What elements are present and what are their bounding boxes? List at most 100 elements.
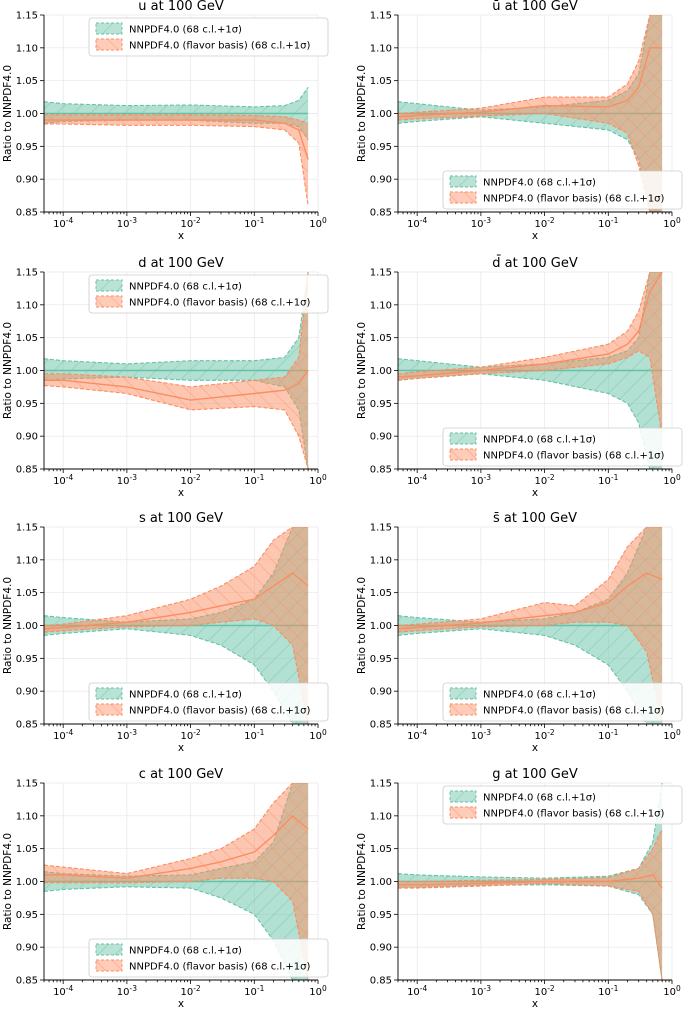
band-upper-edge-series-2 (44, 783, 309, 875)
legend: NNPDF4.0 (68 c.l.+1σ) NNPDF4.0 (flavor ba… (442, 170, 683, 210)
x-tick-label: 100 (309, 473, 327, 487)
central-line-series-2 (44, 814, 309, 879)
subplot-title: u at 100 GeV (138, 0, 224, 14)
y-tick-label: 1.05 (16, 333, 38, 344)
legend-frame (442, 682, 683, 722)
x-tick-label: 100 (663, 216, 681, 230)
y-tick-label: 0.85 (16, 720, 38, 731)
y-tick-label: 0.85 (370, 720, 392, 731)
legend-label-series-2: NNPDF4.0 (flavor basis) (68 c.l.+1σ) (483, 194, 664, 205)
central-line-series-2 (398, 572, 663, 630)
y-tick-label: 1.10 (16, 811, 38, 822)
x-tick-label: 10-2 (534, 473, 554, 487)
subplot-4: 0.85 0.90 0.95 1.00 1.05 1.10 1.15 10-4 10-3 10-2… (356, 256, 683, 499)
y-axis-label: Ratio to NNPDF4.0 (356, 833, 368, 930)
x-tick-label: 10-2 (180, 984, 200, 998)
y-tick-label: 0.95 (16, 399, 38, 410)
y-tick-label: 1.05 (370, 76, 392, 87)
subplot-title: s at 100 GeV (139, 511, 223, 526)
legend: NNPDF4.0 (68 c.l.+1σ) NNPDF4.0 (flavor ba… (442, 785, 683, 825)
x-tick-label: 10-3 (471, 216, 491, 230)
y-tick-label: 1.00 (16, 621, 38, 632)
x-axis-label: x (532, 998, 538, 1009)
x-axis-label: x (532, 487, 538, 499)
legend-label-series-1: NNPDF4.0 (68 c.l.+1σ) (129, 282, 242, 293)
subplot-title: c at 100 GeV (139, 767, 223, 782)
central-line-series-2 (398, 272, 663, 378)
x-tick-label: 100 (663, 728, 681, 742)
y-tick-label: 1.10 (370, 43, 392, 54)
band-upper-edge-series-2 (398, 15, 663, 115)
legend-swatch-hatch-series-1 (96, 280, 122, 291)
y-tick-label: 0.90 (16, 687, 38, 698)
y-tick-label: 0.90 (16, 432, 38, 443)
x-tick-label: 10-3 (471, 728, 491, 742)
legend-swatch-hatch-series-1 (96, 688, 122, 699)
x-tick-label: 10-4 (53, 473, 73, 487)
x-tick-label: 10-1 (598, 728, 618, 742)
y-tick-label: 1.05 (16, 588, 38, 599)
legend-label-series-2: NNPDF4.0 (flavor basis) (68 c.l.+1σ) (129, 41, 310, 52)
y-axis-label: Ratio to NNPDF4.0 (356, 322, 368, 419)
legend-swatch-hatch-series-2 (450, 449, 476, 460)
y-tick-label: 1.00 (370, 366, 392, 377)
legend-label-series-2: NNPDF4.0 (flavor basis) (68 c.l.+1σ) (129, 706, 310, 717)
legend-label-series-2: NNPDF4.0 (flavor basis) (68 c.l.+1σ) (129, 298, 310, 309)
legend-label-series-1: NNPDF4.0 (68 c.l.+1σ) (129, 946, 242, 957)
x-tick-label: 10-2 (180, 473, 200, 487)
x-tick-label: 10-1 (598, 473, 618, 487)
y-tick-label: 1.15 (370, 268, 392, 279)
bands (398, 527, 663, 724)
legend-swatch-hatch-series-1 (450, 176, 476, 187)
y-tick-label: 0.90 (370, 687, 392, 698)
y-tick-label: 0.85 (16, 976, 38, 987)
band-upper-edge-series-2 (398, 272, 663, 375)
x-tick-label: 10-4 (53, 216, 73, 230)
legend-swatch-hatch-series-2 (450, 704, 476, 715)
y-tick-label: 1.15 (16, 11, 38, 22)
band-upper-edge-series-2 (398, 527, 663, 627)
subplot-8: 0.85 0.90 0.95 1.00 1.05 1.10 1.15 10-4 10-3 10-2… (356, 767, 683, 1009)
band-lower-edge-series-2 (398, 350, 663, 437)
y-tick-label: 1.00 (370, 877, 392, 888)
legend-label-series-1: NNPDF4.0 (68 c.l.+1σ) (129, 25, 242, 36)
x-tick-label: 10-2 (534, 728, 554, 742)
subplot-7: 0.85 0.90 0.95 1.00 1.05 1.10 1.15 10-4 10-3 10-2… (2, 767, 329, 1009)
x-tick-label: 10-3 (117, 216, 137, 230)
subplot-title: d at 100 GeV (138, 256, 224, 271)
band-lower-edge-series-2 (44, 385, 309, 469)
y-tick-label: 1.00 (16, 109, 38, 120)
x-tick-label: 10-4 (407, 216, 427, 230)
legend-swatch-hatch-series-2 (96, 960, 122, 971)
y-tick-label: 1.15 (370, 779, 392, 790)
x-tick-label: 100 (663, 984, 681, 998)
y-tick-label: 0.95 (16, 142, 38, 153)
x-tick-label: 10-1 (598, 984, 618, 998)
y-tick-label: 0.95 (370, 399, 392, 410)
y-tick-label: 0.90 (16, 175, 38, 186)
x-tick-label: 10-2 (180, 216, 200, 230)
central-line-series-2 (44, 119, 309, 160)
x-tick-label: 10-3 (117, 984, 137, 998)
y-tick-label: 1.15 (16, 268, 38, 279)
y-tick-label: 1.00 (16, 366, 38, 377)
x-tick-label: 100 (663, 473, 681, 487)
central-line-series-2 (44, 370, 309, 401)
legend-label-series-1: NNPDF4.0 (68 c.l.+1σ) (483, 178, 596, 189)
bands (44, 272, 309, 469)
central-line-series-2 (398, 874, 663, 889)
y-tick-label: 0.95 (16, 654, 38, 665)
legend-swatch-hatch-series-2 (96, 296, 122, 307)
y-tick-label: 0.85 (16, 465, 38, 476)
legend-frame (88, 274, 329, 314)
y-tick-label: 0.85 (16, 208, 38, 219)
legend-label-series-1: NNPDF4.0 (68 c.l.+1σ) (483, 435, 596, 446)
legend: NNPDF4.0 (68 c.l.+1σ) NNPDF4.0 (flavor ba… (442, 682, 683, 722)
central-line-series-2 (44, 572, 309, 630)
legend-frame (88, 682, 329, 722)
legend-label-series-1: NNPDF4.0 (68 c.l.+1σ) (483, 690, 596, 701)
y-tick-label: 0.90 (370, 943, 392, 954)
y-tick-label: 1.10 (370, 555, 392, 566)
x-tick-label: 10-1 (244, 473, 264, 487)
y-tick-label: 0.95 (370, 654, 392, 665)
